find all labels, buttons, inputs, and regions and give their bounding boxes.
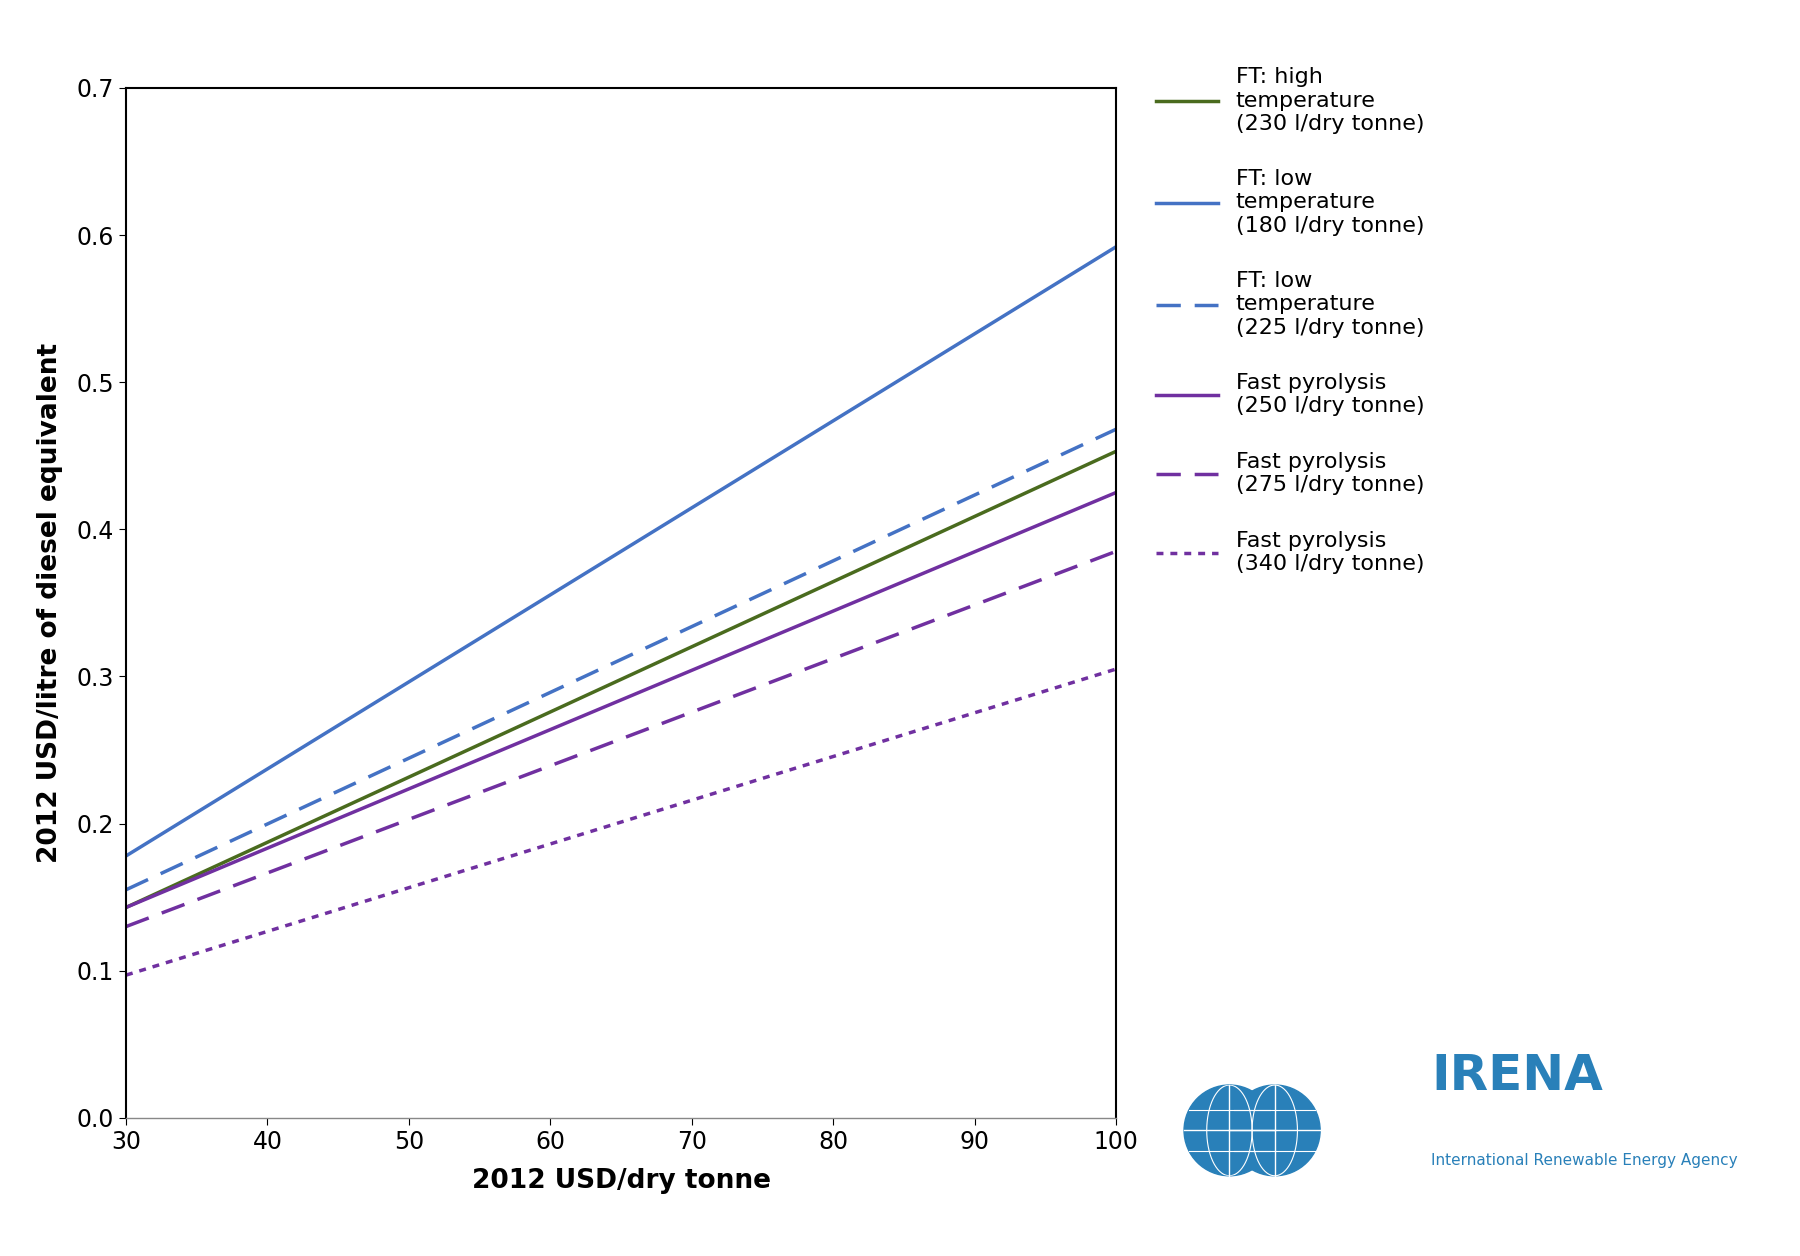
Circle shape	[1184, 1085, 1274, 1176]
Circle shape	[1229, 1085, 1319, 1176]
Legend: FT: high
temperature
(230 l/dry tonne), FT: low
temperature
(180 l/dry tonne), F: FT: high temperature (230 l/dry tonne), …	[1156, 68, 1424, 574]
X-axis label: 2012 USD/dry tonne: 2012 USD/dry tonne	[472, 1168, 770, 1193]
Text: International Renewable Energy Agency: International Renewable Energy Agency	[1431, 1153, 1737, 1168]
Text: IRENA: IRENA	[1431, 1053, 1602, 1100]
Y-axis label: 2012 USD/litre of diesel equivalent: 2012 USD/litre of diesel equivalent	[36, 343, 63, 863]
